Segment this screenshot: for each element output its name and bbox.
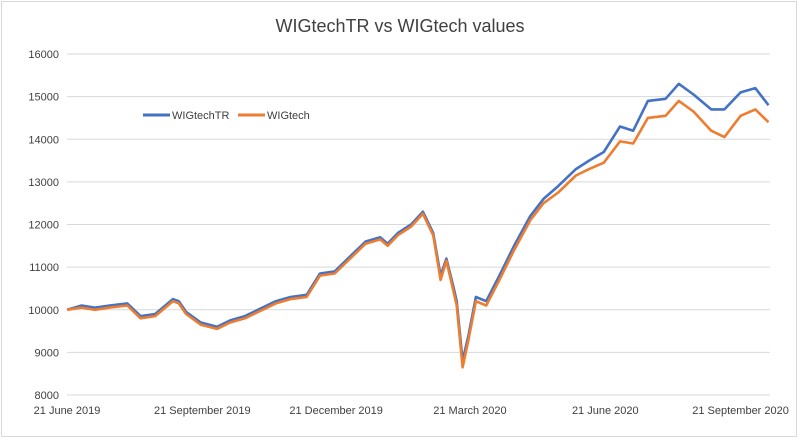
series-line-wigtech: [66, 99, 770, 369]
y-tick-label: 15000: [28, 92, 59, 104]
x-tick-label: 21 December 2019: [289, 405, 383, 417]
x-tick-label: 21 September 2019: [154, 405, 251, 417]
y-tick-label: 11000: [29, 262, 59, 274]
y-tick-label: 9000: [35, 347, 59, 359]
y-tick-label: 12000: [28, 220, 59, 232]
y-tick-label: 13000: [28, 177, 59, 189]
x-tick-label: 21 June 2019: [34, 405, 101, 417]
y-tick-label: 8000: [35, 390, 59, 402]
legend-label-wigtechtr: WIGtechTR: [172, 110, 230, 122]
gridlines: [67, 53, 770, 353]
x-axis-tick-labels: 21 June 2019 21 September 2019 21 December…: [34, 405, 789, 417]
legend-label-wigtech: WIGtech: [267, 110, 310, 122]
y-tick-label: 14000: [28, 134, 59, 146]
legend: WIGtechTR WIGtech: [143, 110, 310, 122]
y-tick-label: 16000: [28, 49, 59, 61]
y-axis-tick-labels: 8000 9000 10000 11000 12000 13000 14000 15000 16…: [28, 49, 59, 402]
series-lines: [66, 82, 770, 369]
chart-title: WIGtechTR vs WIGtech values: [275, 16, 525, 36]
x-tick-label: 21 September 2020: [692, 405, 789, 417]
series-line-wigtechtr: [66, 82, 770, 363]
x-tick-label: 21 June 2020: [572, 405, 639, 417]
y-tick-label: 10000: [28, 305, 59, 317]
x-tick-label: 21 March 2020: [433, 405, 506, 417]
